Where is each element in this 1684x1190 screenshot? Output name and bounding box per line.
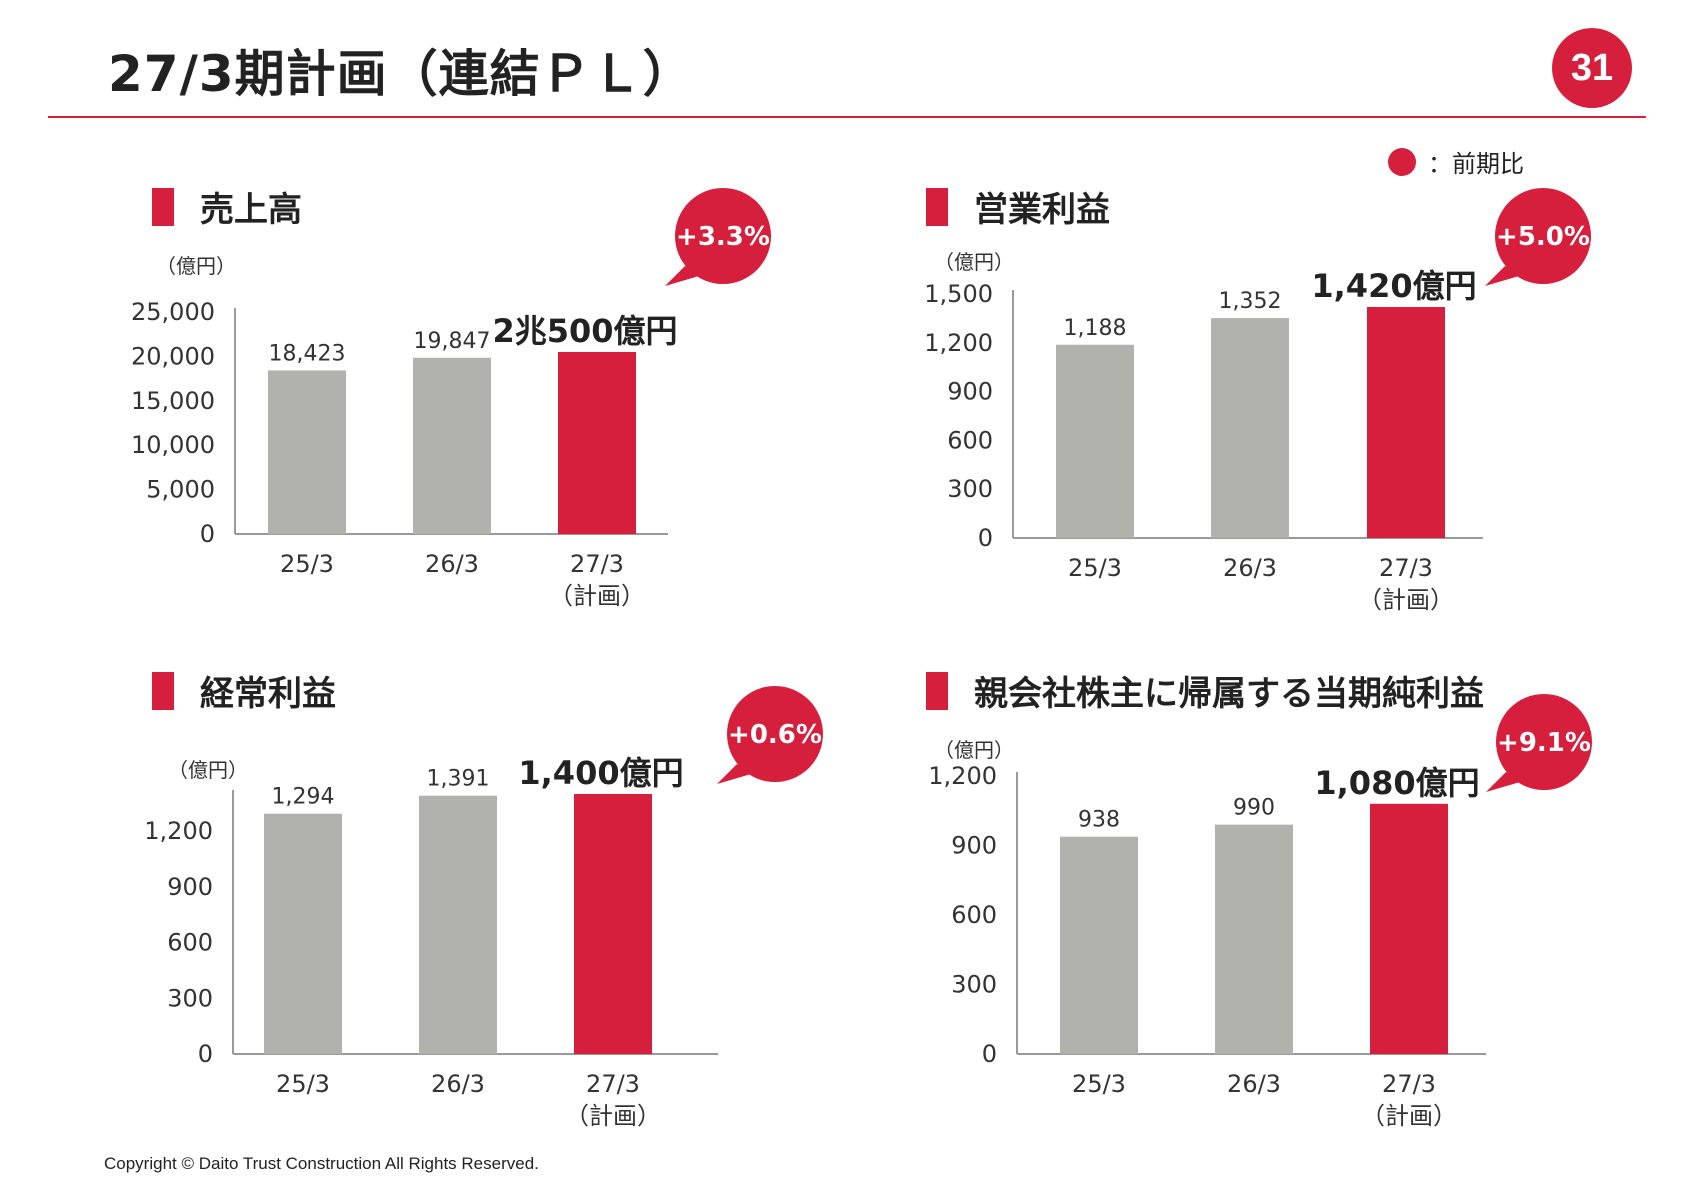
panel-header-net-income: 親会社株主に帰属する当期純利益 [926, 666, 1484, 715]
data-label: 938 [1078, 808, 1120, 833]
panel-marker [152, 187, 174, 226]
data-label: 1,188 [1064, 316, 1127, 341]
x-tick-label: 25/3 [276, 1070, 330, 1098]
panel-title-operating-income: 営業利益 [974, 190, 1110, 230]
panel-header-operating-income: 営業利益 [926, 182, 1110, 231]
x-tick-sublabel: （計画） [565, 1102, 661, 1130]
y-tick-label: 20,000 [131, 342, 215, 370]
y-tick-label: 0 [200, 520, 215, 548]
data-label: 18,423 [269, 341, 346, 366]
x-tick-label: 26/3 [425, 550, 479, 578]
y-tick-label: 900 [951, 832, 997, 860]
data-label-plan: 1,420億円 [1311, 267, 1476, 305]
y-tick-label: 1,200 [924, 329, 993, 357]
bar-27-3 [574, 794, 652, 1054]
chart-sales: 0 5,000 10,000 15,000 20,000 25,000 18,423 25/3… [131, 188, 771, 610]
y-tick-label: 5,000 [146, 476, 215, 504]
x-tick-sublabel: （計画） [1358, 586, 1454, 614]
legend-label: ：前期比 [1428, 150, 1524, 178]
page-number-badge: 31 [1552, 28, 1632, 108]
y-tick-label: 1,500 [924, 280, 993, 308]
yoy-bubble [1495, 188, 1591, 284]
data-label-plan: 2兆500億円 [492, 312, 677, 350]
panel-header-ordinary-income: 経常利益 [152, 666, 336, 715]
y-tick-label: 600 [167, 929, 213, 957]
title-divider [48, 116, 1646, 118]
x-tick-label: 27/3 [570, 550, 624, 578]
x-tick-sublabel: （計画） [1361, 1102, 1457, 1130]
x-tick-label: 26/3 [1227, 1070, 1281, 1098]
x-tick-label: 25/3 [280, 550, 334, 578]
x-tick-label: 26/3 [431, 1070, 485, 1098]
unit-label-operating-income: （億円） [934, 250, 1014, 274]
bar-25-3 [268, 370, 346, 534]
chart-ordinary-income: 0 300 600 900 1,200 1,294 25/3 1,391 26/3 1,400億円… [144, 686, 823, 1130]
copyright-notice: Copyright © Daito Trust Construction All… [104, 1154, 539, 1173]
yoy-label: +5.0% [1496, 222, 1590, 252]
y-tick-label: 10,000 [131, 431, 215, 459]
yoy-bubble [1496, 694, 1592, 790]
panel-marker [152, 671, 174, 710]
bar-25-3 [264, 813, 342, 1054]
page-title: 27/3期計画（連結ＰＬ） [108, 45, 694, 103]
x-tick-label: 27/3 [586, 1070, 640, 1098]
y-tick-label: 900 [167, 873, 213, 901]
bar-26-3 [419, 795, 497, 1054]
yoy-bubble [727, 686, 823, 782]
data-label-plan: 1,400億円 [518, 754, 683, 792]
panel-marker [926, 187, 948, 226]
y-tick-label: 15,000 [131, 387, 215, 415]
bar-26-3 [413, 357, 491, 534]
panel-header-sales: 売上高 [152, 182, 302, 231]
y-tick-label: 0 [198, 1040, 213, 1068]
bar-26-3 [1211, 318, 1289, 538]
y-tick-label: 300 [167, 984, 213, 1012]
legend-dot-icon [1388, 147, 1416, 176]
x-tick-label: 27/3 [1379, 554, 1433, 582]
y-tick-label: 1,200 [928, 762, 997, 790]
y-tick-label: 900 [947, 378, 993, 406]
bar-27-3 [1367, 307, 1445, 538]
x-tick-label: 27/3 [1382, 1070, 1436, 1098]
data-label: 1,352 [1219, 289, 1282, 314]
chart-net-income: 0 300 600 900 1,200 938 25/3 990 26/3 1,080億円 27/3… [928, 694, 1592, 1130]
chart-operating-income: 0 300 600 900 1,200 1,500 1,188 25/3 1,352 26/3 1,… [924, 188, 1591, 614]
y-tick-label: 25,000 [131, 298, 215, 326]
y-tick-label: 600 [951, 901, 997, 929]
x-tick-sublabel: （計画） [549, 582, 645, 610]
panel-title-net-income: 親会社株主に帰属する当期純利益 [974, 674, 1484, 714]
panel-title-ordinary-income: 経常利益 [200, 674, 336, 714]
y-tick-label: 300 [947, 475, 993, 503]
data-label: 19,847 [414, 329, 491, 354]
unit-label-sales: （億円） [156, 254, 236, 278]
panel-title-sales: 売上高 [200, 190, 302, 230]
bar-25-3 [1060, 836, 1138, 1054]
data-label: 1,391 [427, 767, 490, 792]
bar-26-3 [1215, 824, 1293, 1054]
y-tick-label: 600 [947, 426, 993, 454]
data-label: 990 [1233, 796, 1275, 821]
unit-label-net-income: （億円） [934, 738, 1014, 762]
y-tick-label: 300 [951, 971, 997, 999]
bar-27-3 [558, 351, 636, 534]
y-tick-label: 1,200 [144, 817, 213, 845]
panel-marker [926, 671, 948, 710]
yoy-label: +0.6% [728, 720, 822, 750]
x-tick-label: 25/3 [1068, 554, 1122, 582]
y-tick-label: 0 [982, 1040, 997, 1068]
bar-27-3 [1370, 803, 1448, 1054]
yoy-label: +9.1% [1497, 728, 1591, 758]
unit-label-ordinary-income: （億円） [168, 758, 248, 782]
data-label: 1,294 [272, 785, 335, 810]
data-label-plan: 1,080億円 [1314, 764, 1479, 802]
legend: ：前期比 [1388, 144, 1524, 179]
yoy-label: +3.3% [676, 222, 770, 252]
yoy-bubble [675, 188, 771, 284]
y-tick-label: 0 [978, 524, 993, 552]
x-tick-label: 25/3 [1072, 1070, 1126, 1098]
bar-25-3 [1056, 344, 1134, 538]
x-tick-label: 26/3 [1223, 554, 1277, 582]
